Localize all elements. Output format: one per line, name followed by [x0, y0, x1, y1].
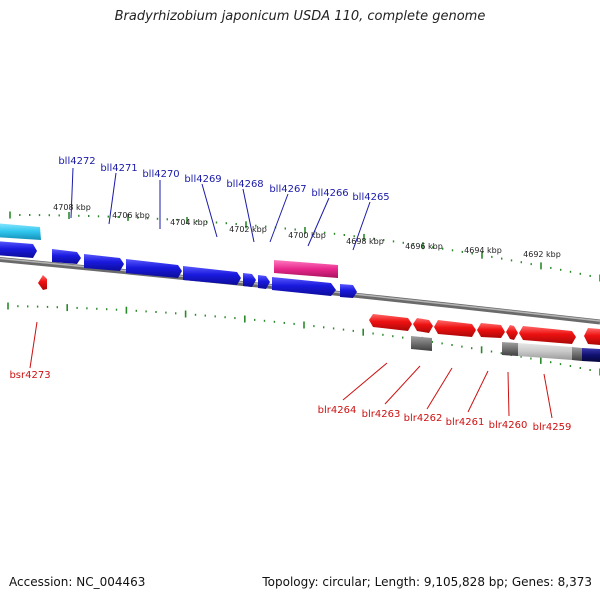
gene-label-blr4262[interactable]: blr4262 — [404, 413, 443, 424]
gene-bll4270[interactable] — [126, 259, 182, 278]
gene-blr4259[interactable] — [519, 326, 576, 344]
gene-label-bll4266[interactable]: bll4266 — [311, 188, 348, 199]
gene-bll4273-region[interactable] — [0, 241, 37, 258]
scale-label-4700: 4700 kbp — [288, 231, 326, 240]
gene-label-bll4267[interactable]: bll4267 — [269, 184, 306, 195]
gene-blr4262[interactable] — [434, 320, 476, 337]
gene-light-gray[interactable] — [518, 343, 572, 360]
forward-strand-genes[interactable] — [38, 275, 600, 362]
gene-label-bll4269[interactable]: bll4269 — [184, 174, 221, 185]
gene-right-edge[interactable] — [584, 328, 600, 345]
gene-gray-3[interactable] — [572, 347, 582, 361]
gene-navy[interactable] — [582, 348, 600, 362]
gene-bll4271[interactable] — [84, 254, 124, 271]
gene-bll4268[interactable] — [243, 273, 256, 287]
gene-label-bll4271[interactable]: bll4271 — [100, 163, 137, 174]
scale-label-4706: 4706 kbp — [112, 211, 150, 220]
scale-label-4692: 4692 kbp — [523, 250, 561, 259]
accession-text: Accession: NC_004463 — [9, 575, 146, 589]
gene-bll4267[interactable] — [258, 275, 270, 289]
gene-label-bll4265[interactable]: bll4265 — [352, 192, 389, 203]
genome-title: Bradyrhizobium japonicum USDA 110, compl… — [114, 9, 486, 24]
reverse-strand-genes[interactable] — [0, 223, 357, 298]
top-label-leaders — [70, 167, 371, 251]
scale-label-4698: 4698 kbp — [346, 237, 384, 246]
gene-bll4269[interactable] — [183, 266, 241, 285]
gene-label-bsr4273[interactable]: bsr4273 — [9, 370, 50, 381]
gene-bll4265[interactable] — [340, 284, 357, 298]
scale-label-4704: 4704 kbp — [170, 218, 208, 227]
scale-label-4708: 4708 kbp — [53, 203, 91, 212]
top-gene-labels: bll4272 bll4271 bll4270 bll4269 bll4268 … — [58, 156, 389, 203]
gene-highlighted[interactable] — [274, 260, 338, 278]
gene-gray[interactable] — [411, 336, 432, 351]
scale-label-4694: 4694 kbp — [464, 246, 502, 255]
scale-label-4702: 4702 kbp — [229, 225, 267, 234]
gene-bll4272[interactable] — [52, 249, 81, 264]
gene-bll4266[interactable] — [272, 277, 336, 296]
gene-gray-2[interactable] — [502, 342, 518, 356]
gene-label-blr4263[interactable]: blr4263 — [362, 409, 401, 420]
gene-blr4264[interactable] — [369, 314, 412, 331]
gene-label-blr4264[interactable]: blr4264 — [318, 405, 357, 416]
topology-summary: Topology: circular; Length: 9,105,828 bp… — [262, 575, 592, 589]
gene-label-bll4268[interactable]: bll4268 — [226, 179, 263, 190]
gene-label-blr4259[interactable]: blr4259 — [533, 422, 572, 433]
scale-label-4696: 4696 kbp — [405, 242, 443, 251]
gene-label-blr4261[interactable]: blr4261 — [446, 417, 485, 428]
gene-bsr4273[interactable] — [38, 275, 47, 290]
gene-blr4260[interactable] — [506, 325, 518, 340]
gene-label-bll4270[interactable]: bll4270 — [142, 169, 179, 180]
gene-label-bll4272[interactable]: bll4272 — [58, 156, 95, 167]
bottom-gene-labels: bsr4273 blr4264 blr4263 blr4262 blr4261 … — [9, 370, 571, 433]
gene-cyan[interactable] — [0, 223, 41, 240]
gene-label-blr4260[interactable]: blr4260 — [489, 420, 528, 431]
bottom-label-leaders — [29, 321, 553, 419]
gene-blr4263[interactable] — [413, 318, 433, 333]
gene-blr4261[interactable] — [477, 323, 505, 338]
scale-labels: 4708 kbp 4706 kbp 4704 kbp 4702 kbp 4700… — [53, 203, 561, 259]
upper-scale-ticks — [9, 211, 600, 282]
